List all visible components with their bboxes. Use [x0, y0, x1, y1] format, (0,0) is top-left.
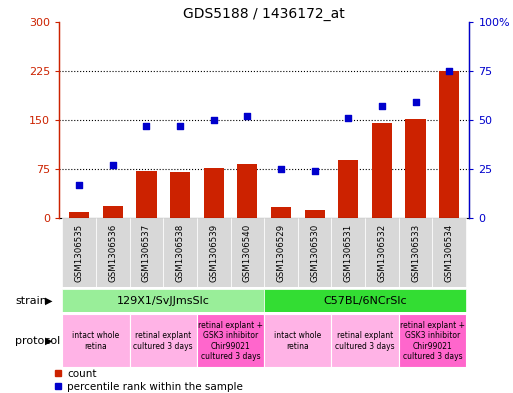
Legend: count, percentile rank within the sample: count, percentile rank within the sample: [54, 369, 243, 392]
Text: 129X1/SvJJmsSlc: 129X1/SvJJmsSlc: [117, 296, 210, 306]
Bar: [271, 207, 291, 218]
Bar: [399, 314, 466, 367]
Bar: [130, 314, 197, 367]
Text: ▶: ▶: [45, 296, 52, 306]
Point: [210, 117, 218, 123]
Text: intact whole
retina: intact whole retina: [72, 331, 120, 351]
Bar: [238, 164, 258, 218]
Bar: [432, 218, 466, 287]
Point: [142, 123, 150, 129]
Text: GSM1306535: GSM1306535: [75, 223, 84, 282]
Text: GSM1306534: GSM1306534: [445, 223, 453, 282]
Bar: [103, 206, 123, 218]
Bar: [338, 160, 359, 218]
Text: intact whole
retina: intact whole retina: [274, 331, 322, 351]
Bar: [264, 218, 298, 287]
Text: retinal explant
cultured 3 days: retinal explant cultured 3 days: [133, 331, 193, 351]
Text: GSM1306537: GSM1306537: [142, 223, 151, 282]
Text: GSM1306536: GSM1306536: [108, 223, 117, 282]
Bar: [163, 218, 197, 287]
Bar: [405, 119, 426, 218]
Bar: [331, 218, 365, 287]
Bar: [230, 218, 264, 287]
Text: C57BL/6NCrSlc: C57BL/6NCrSlc: [323, 296, 407, 306]
Bar: [264, 314, 331, 367]
Bar: [170, 172, 190, 218]
Bar: [63, 314, 130, 367]
Text: GSM1306540: GSM1306540: [243, 223, 252, 282]
Text: GSM1306529: GSM1306529: [277, 224, 286, 281]
Point: [344, 115, 352, 121]
Text: ▶: ▶: [45, 336, 52, 346]
Bar: [298, 218, 331, 287]
Point: [378, 103, 386, 109]
Point: [243, 113, 251, 119]
Bar: [197, 314, 264, 367]
Bar: [130, 218, 163, 287]
Bar: [197, 218, 230, 287]
Bar: [69, 211, 89, 218]
Bar: [372, 123, 392, 218]
Point: [411, 99, 420, 105]
Point: [109, 162, 117, 168]
Text: GSM1306530: GSM1306530: [310, 223, 319, 282]
Point: [75, 182, 83, 188]
Title: GDS5188 / 1436172_at: GDS5188 / 1436172_at: [183, 7, 345, 20]
Point: [445, 68, 453, 74]
Text: GSM1306533: GSM1306533: [411, 223, 420, 282]
Bar: [439, 71, 459, 218]
Text: protocol: protocol: [15, 336, 61, 346]
Point: [277, 166, 285, 172]
Text: retinal explant
cultured 3 days: retinal explant cultured 3 days: [336, 331, 395, 351]
Text: retinal explant +
GSK3 inhibitor
Chir99021
cultured 3 days: retinal explant + GSK3 inhibitor Chir990…: [198, 321, 263, 361]
Bar: [63, 289, 264, 312]
Point: [310, 168, 319, 174]
Bar: [96, 218, 130, 287]
Text: retinal explant +
GSK3 inhibitor
Chir99021
cultured 3 days: retinal explant + GSK3 inhibitor Chir990…: [400, 321, 465, 361]
Bar: [365, 218, 399, 287]
Bar: [204, 168, 224, 218]
Text: GSM1306531: GSM1306531: [344, 223, 353, 282]
Text: GSM1306539: GSM1306539: [209, 224, 218, 281]
Bar: [399, 218, 432, 287]
Bar: [331, 314, 399, 367]
Text: GSM1306538: GSM1306538: [175, 223, 185, 282]
Bar: [63, 218, 96, 287]
Point: [176, 123, 184, 129]
Bar: [305, 209, 325, 218]
Text: strain: strain: [15, 296, 47, 306]
Text: GSM1306532: GSM1306532: [378, 223, 386, 282]
Bar: [136, 171, 156, 218]
Bar: [264, 289, 466, 312]
